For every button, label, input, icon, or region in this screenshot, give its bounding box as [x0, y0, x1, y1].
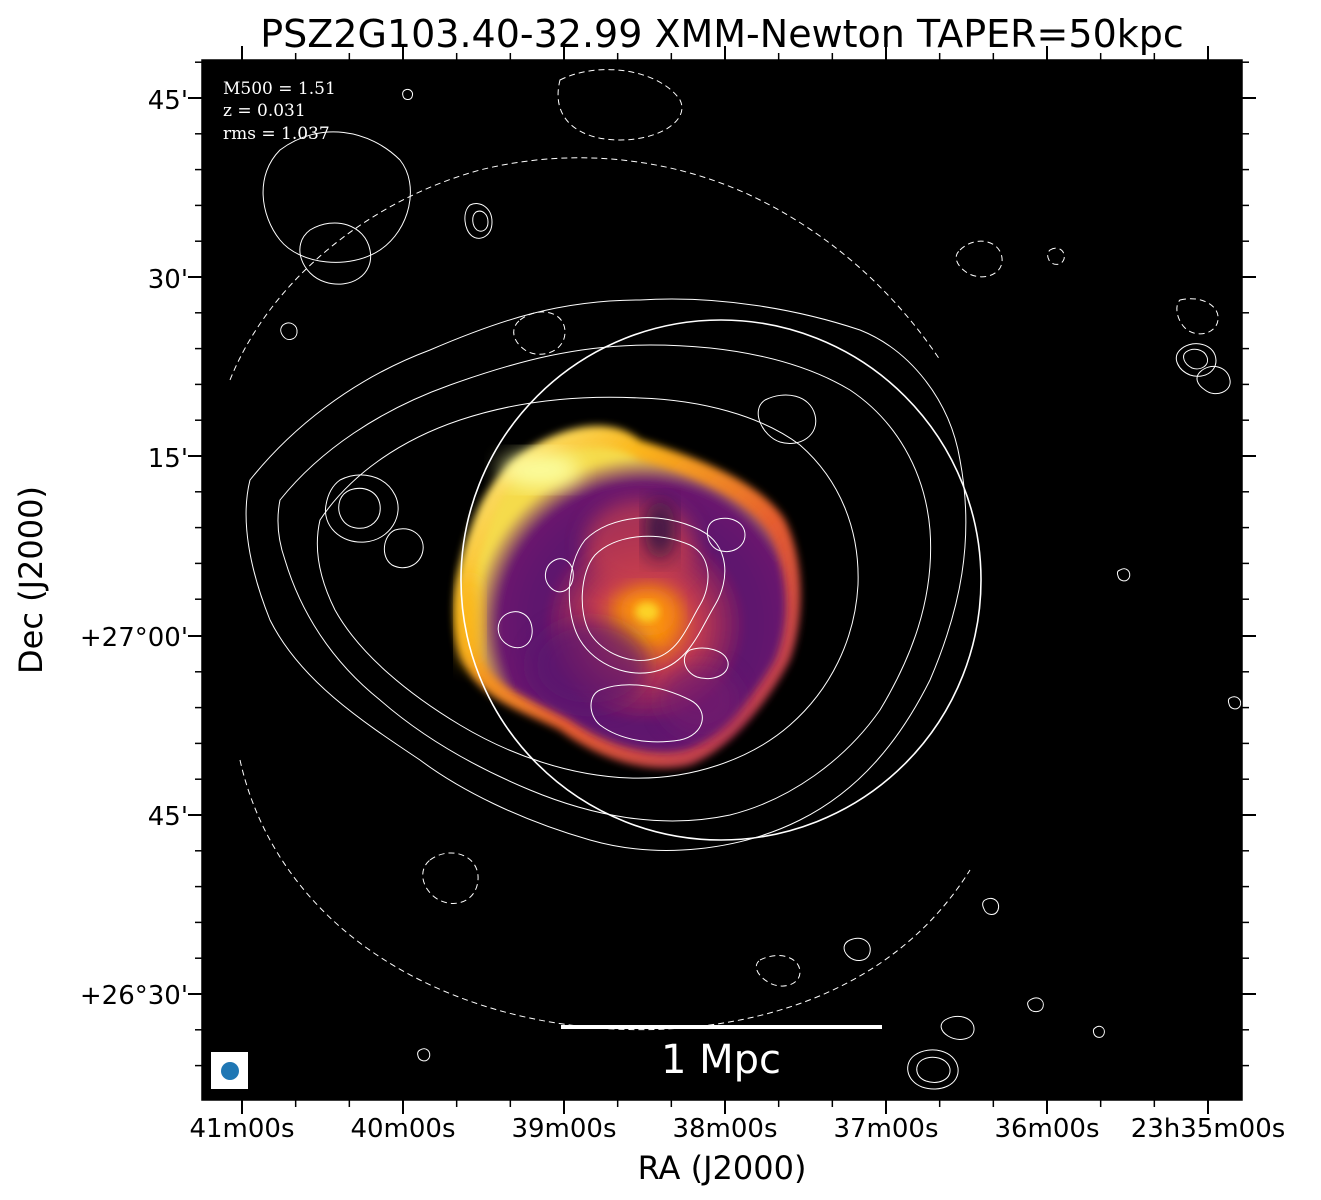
x-tick-label: 40m00s: [350, 1114, 455, 1144]
y-tick-label: 45': [148, 86, 188, 116]
x-axis-label: RA (J2000): [638, 1149, 807, 1187]
image-panel: M500 = 1.51 z = 0.031 rms = 1.037 1 Mpc: [201, 59, 1243, 1101]
info-m500: M500 = 1.51: [223, 79, 336, 99]
beam-indicator: [211, 1052, 248, 1089]
y-tick-label: +27°00': [80, 623, 188, 653]
scale-bar-label: 1 Mpc: [661, 1037, 781, 1083]
xray-emission: [454, 425, 801, 769]
scale-bar: 1 Mpc: [561, 1025, 882, 1083]
radio-contours: [245, 89, 1242, 1090]
x-tick-label: 37m00s: [833, 1114, 938, 1144]
x-tick-label: 41m00s: [189, 1114, 294, 1144]
y-tick-labels: 45' 30' 15' +27°00' 45' +26°30': [80, 86, 188, 1011]
x-tick-labels: 41m00s 40m00s 39m00s 38m00s 37m00s 36m00…: [189, 1114, 1285, 1144]
x-tick-label: 39m00s: [511, 1114, 616, 1144]
tick-marks: [188, 46, 1256, 1114]
info-redshift: z = 0.031: [223, 101, 306, 121]
y-axis-label: Dec (J2000): [12, 486, 50, 674]
plot-title: PSZ2G103.40-32.99 XMM-Newton TAPER=50kpc: [260, 12, 1184, 56]
y-tick-label: 30': [148, 265, 188, 295]
info-box: M500 = 1.51 z = 0.031 rms = 1.037: [223, 79, 336, 144]
panel-frame: [201, 59, 1243, 1101]
r500-circle: [460, 319, 982, 841]
x-tick-label: 38m00s: [672, 1114, 777, 1144]
info-rms: rms = 1.037: [223, 124, 330, 144]
y-tick-label: 45': [148, 802, 188, 832]
y-tick-label: 15': [148, 444, 188, 474]
beam-ellipse: [221, 1062, 239, 1080]
y-tick-label: +26°30': [80, 981, 188, 1011]
x-tick-label: 23h35m00s: [1131, 1114, 1286, 1144]
x-tick-label: 36m00s: [994, 1114, 1099, 1144]
